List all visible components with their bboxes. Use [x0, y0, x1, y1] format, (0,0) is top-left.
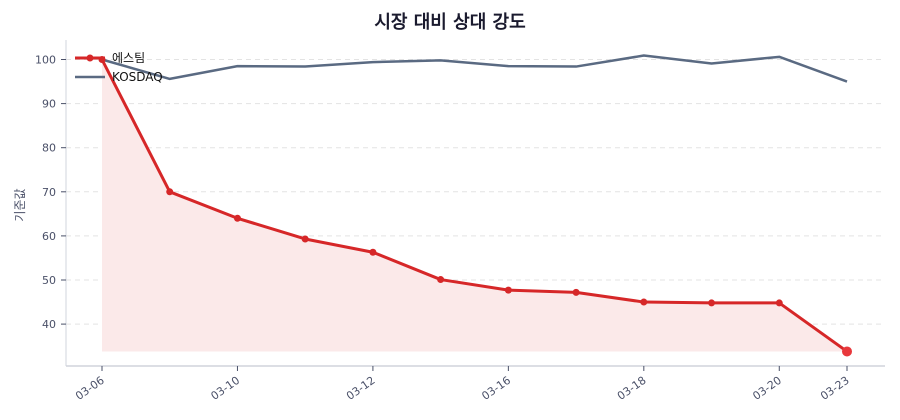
legend-stock-label: 에스팀	[112, 51, 145, 65]
y-tick-label: 80	[42, 142, 56, 155]
y-tick-label: 90	[42, 98, 56, 111]
y-tick-label: 50	[42, 274, 56, 287]
legend: 에스팀 KOSDAQ	[75, 51, 163, 84]
stock-point-marker	[233, 214, 241, 222]
stock-point-marker	[640, 298, 648, 306]
legend-kosdaq-label: KOSDAQ	[112, 70, 163, 84]
y-tick-label: 40	[42, 318, 56, 331]
y-tick-label: 100	[35, 54, 56, 67]
stock-area-fill	[102, 59, 847, 352]
y-tick-label: 70	[42, 186, 56, 199]
stock-point-marker	[301, 235, 309, 243]
x-tick-label: 03-06	[73, 374, 107, 403]
last-point-marker	[842, 346, 852, 357]
legend-stock-marker	[86, 54, 94, 62]
kosdaq-line	[101, 54, 848, 83]
x-tick-label: 03-23	[818, 374, 852, 403]
stock-point-marker	[437, 276, 445, 284]
x-tick-label: 03-18	[615, 374, 649, 403]
stock-point-marker	[572, 288, 580, 296]
x-tick-label: 03-12	[344, 374, 378, 403]
stock-point-marker	[166, 188, 174, 196]
stock-line	[100, 58, 848, 353]
stock-point-marker	[775, 299, 783, 307]
x-tick-label: 03-10	[209, 374, 243, 403]
y-tick-label: 60	[42, 230, 56, 243]
y-axis-label: 기준값	[13, 188, 27, 221]
stock-point-marker	[369, 248, 377, 256]
stock-point-marker	[504, 286, 512, 294]
chart-title: 시장 대비 상대 강도	[374, 12, 526, 33]
x-tick-label: 03-16	[479, 374, 513, 403]
stock-point-marker	[708, 299, 716, 307]
x-tick-label: 03-20	[750, 374, 784, 403]
